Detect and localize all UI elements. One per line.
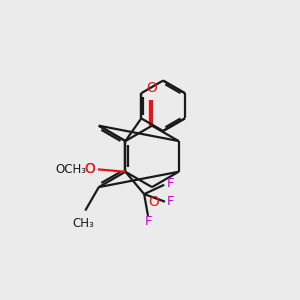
Text: OCH₃: OCH₃: [55, 163, 86, 176]
Text: O: O: [147, 81, 158, 95]
Text: F: F: [145, 215, 153, 228]
Text: O: O: [84, 162, 95, 176]
Text: O: O: [148, 195, 159, 209]
Text: F: F: [167, 195, 175, 208]
Text: CH₃: CH₃: [72, 217, 94, 230]
Text: F: F: [167, 177, 174, 190]
Text: O: O: [84, 162, 95, 176]
